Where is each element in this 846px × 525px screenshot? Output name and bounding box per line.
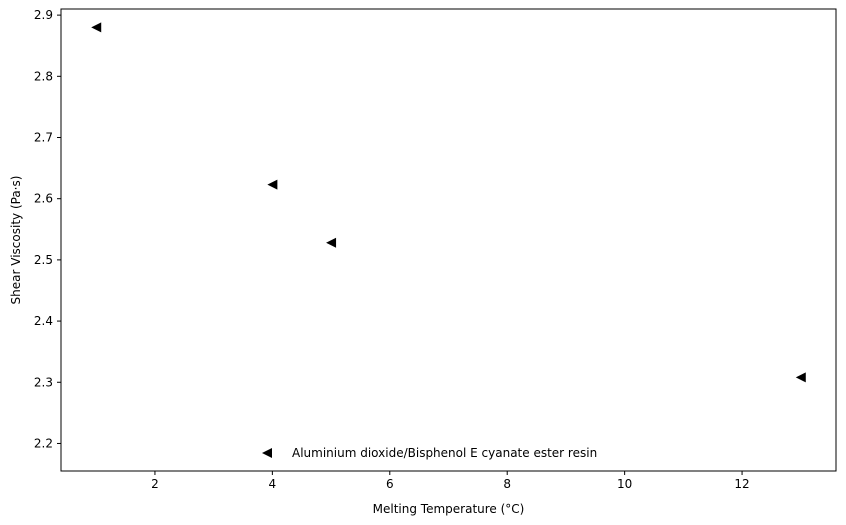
y-tick-label: 2.5 (34, 253, 53, 267)
x-tick-label: 2 (151, 477, 159, 491)
data-point (326, 237, 337, 248)
y-axis-ticks: 2.2 2.3 2.4 2.5 2.6 2.7 2.8 2.9 (34, 8, 61, 450)
x-tick-label: 6 (386, 477, 394, 491)
y-tick-label: 2.3 (34, 375, 53, 389)
legend-marker (262, 448, 272, 458)
data-point (267, 179, 278, 190)
x-axis-label: Melting Temperature (°C) (373, 502, 525, 516)
data-points (91, 22, 806, 383)
y-tick-label: 2.4 (34, 314, 53, 328)
plot-area (60, 8, 837, 472)
y-tick-label: 2.7 (34, 131, 53, 145)
x-axis-ticks: 2 4 6 8 10 12 (151, 471, 750, 491)
y-tick-label: 2.2 (34, 436, 53, 450)
x-tick-label: 8 (503, 477, 511, 491)
y-tick-label: 2.8 (34, 69, 53, 83)
data-point (795, 372, 806, 383)
data-point (91, 22, 102, 33)
x-tick-label: 4 (269, 477, 277, 491)
legend-label: Aluminium dioxide/Bisphenol E cyanate es… (292, 446, 597, 460)
y-tick-label: 2.9 (34, 8, 53, 22)
x-tick-label: 10 (617, 477, 632, 491)
legend: Aluminium dioxide/Bisphenol E cyanate es… (262, 446, 597, 460)
y-axis-label: Shear Viscosity (Pa·s) (9, 176, 23, 305)
y-tick-label: 2.6 (34, 192, 53, 206)
x-tick-label: 12 (734, 477, 749, 491)
